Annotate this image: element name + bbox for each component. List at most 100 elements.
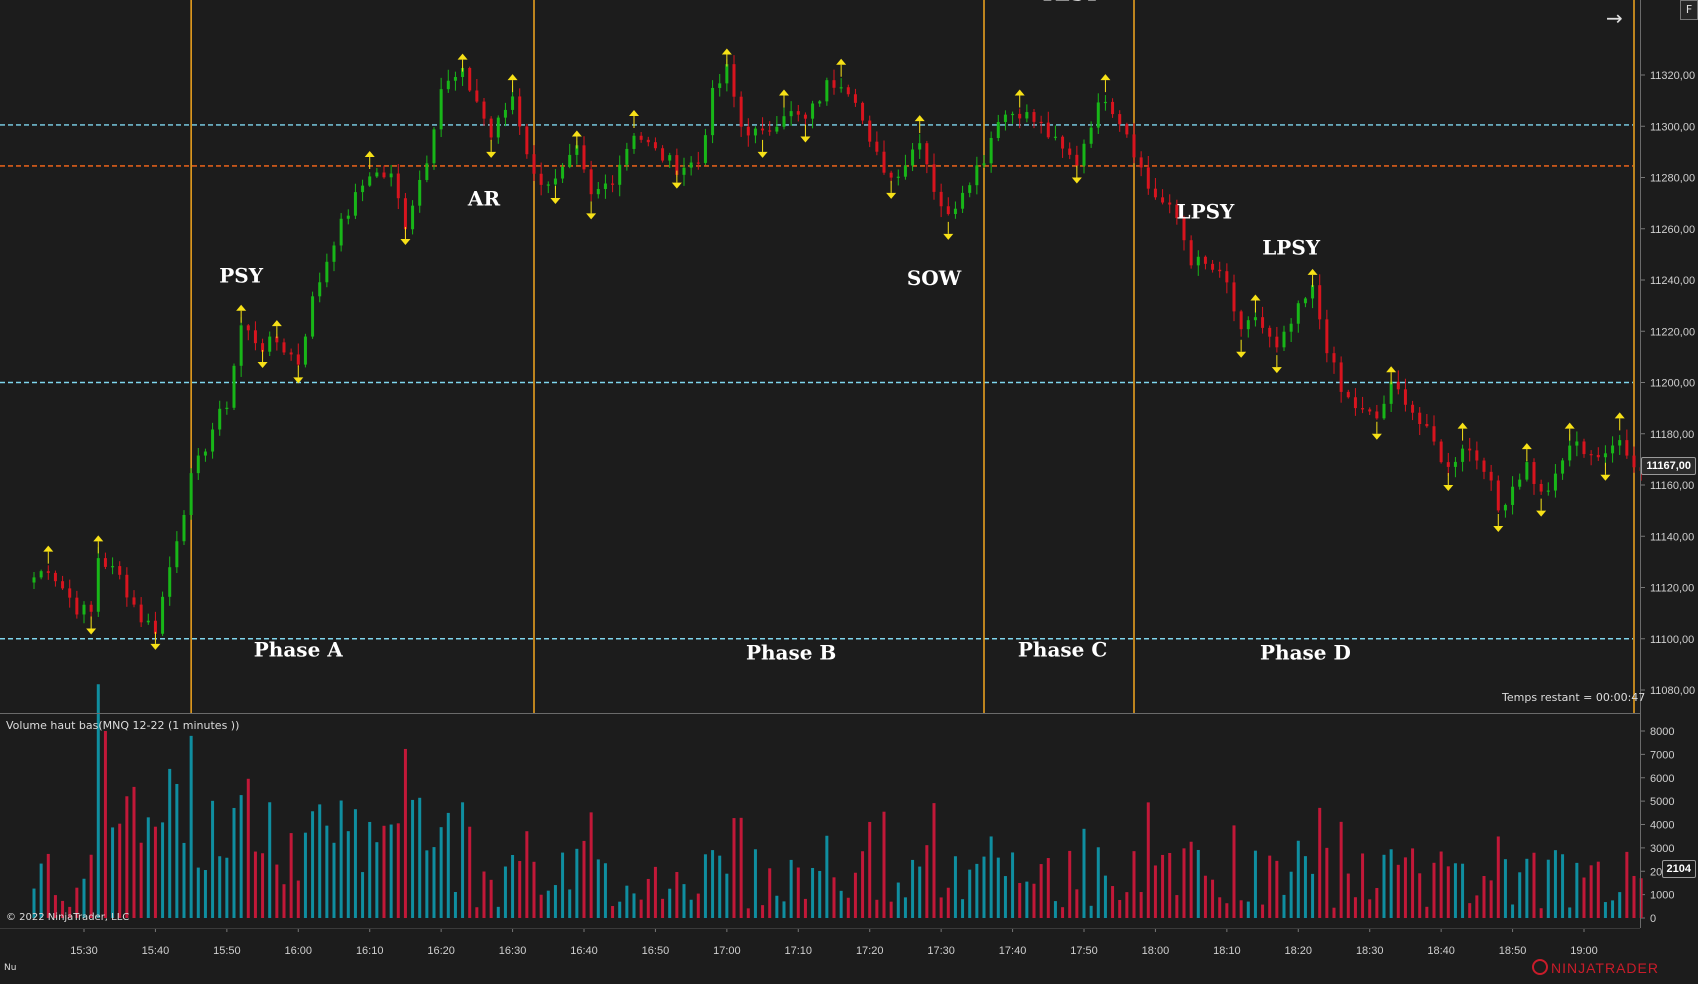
volume-bar: [803, 898, 807, 918]
candle-body: [582, 145, 586, 170]
volume-bar: [1425, 906, 1429, 918]
swing-high-marker: [721, 48, 732, 55]
volume-bar: [1482, 876, 1486, 918]
volume-bar: [1561, 854, 1565, 918]
candle-body: [1146, 167, 1150, 189]
candle-body: [1225, 271, 1229, 283]
volume-bar: [32, 888, 36, 918]
candle-body: [332, 245, 336, 262]
volume-bar: [1246, 901, 1250, 918]
time-axis-label: 17:20: [856, 945, 884, 957]
panel-divider[interactable]: [0, 713, 1640, 714]
candle-body: [403, 198, 407, 230]
volume-bar: [868, 821, 872, 918]
collapse-panel-icon[interactable]: F: [1680, 0, 1698, 20]
time-axis-label: 18:10: [1213, 945, 1241, 957]
candle-body: [553, 178, 557, 185]
wyckoff-label: TEST: [1040, 0, 1100, 6]
phase-label: Phase C: [1018, 638, 1107, 662]
volume-bar: [1503, 859, 1507, 918]
volume-bar: [175, 783, 179, 918]
candle-body: [311, 296, 315, 337]
candle-body: [1296, 303, 1300, 324]
ninjatrader-logo-icon: [1532, 959, 1548, 975]
volume-bar: [132, 786, 136, 918]
candle-body: [1332, 353, 1336, 363]
candle-body: [53, 572, 57, 582]
candle-body: [1039, 121, 1043, 124]
candle-body: [461, 68, 465, 78]
candle-body: [146, 620, 150, 623]
volume-bar: [961, 899, 965, 918]
time-axis-label: 18:20: [1285, 945, 1313, 957]
volume-bar: [46, 853, 50, 918]
candle-body: [132, 597, 136, 605]
candle-body: [353, 192, 357, 216]
candle-body: [718, 83, 722, 88]
volume-bar: [1475, 895, 1479, 918]
volume-bar: [782, 901, 786, 918]
scroll-to-latest-icon[interactable]: →: [1606, 6, 1623, 30]
volume-bar: [889, 901, 893, 918]
volume-bar: [1568, 907, 1572, 918]
price-axis-label: 11100,00: [1650, 634, 1694, 646]
candle-body: [796, 111, 800, 115]
time-axis-label: 18:50: [1499, 945, 1527, 957]
candle-body: [1575, 441, 1579, 446]
candle-body: [1361, 408, 1365, 410]
volume-bar: [389, 824, 393, 918]
volume-bar: [346, 831, 350, 918]
volume-bar: [232, 807, 236, 918]
volume-bar: [403, 748, 407, 918]
candle-body: [868, 120, 872, 142]
volume-bar: [311, 811, 315, 918]
candle-body: [1496, 480, 1500, 511]
bottom-left-label: Nu: [4, 963, 17, 973]
volume-bar: [96, 684, 100, 918]
time-axis-label: 18:30: [1356, 945, 1384, 957]
candle-body: [318, 282, 322, 297]
candle-body: [1368, 409, 1372, 412]
time-axis-label: 16:10: [356, 945, 384, 957]
price-axis-label: 11320,00: [1650, 70, 1695, 82]
volume-bar: [1446, 866, 1450, 918]
volume-bar: [675, 872, 679, 918]
swing-low-marker: [1071, 177, 1082, 184]
swing-high-marker: [93, 535, 104, 542]
candle-body: [561, 166, 565, 179]
volume-bar: [218, 856, 222, 918]
candle-body: [768, 130, 772, 132]
candle-body: [503, 109, 507, 118]
volume-bar: [1268, 855, 1272, 918]
swing-low-marker: [1236, 351, 1247, 358]
volume-bar: [1153, 865, 1157, 918]
volume-bar: [903, 897, 907, 918]
swing-high-marker: [507, 74, 518, 81]
candle-body: [782, 116, 786, 127]
candle-body: [32, 577, 36, 583]
volume-bar: [875, 899, 879, 918]
volume-bar: [1032, 883, 1036, 918]
candle-body: [1625, 440, 1629, 456]
candle-body: [1203, 256, 1207, 264]
candle-body: [282, 342, 286, 353]
swing-high-marker: [364, 151, 375, 157]
swing-low-marker: [671, 182, 682, 189]
volume-bar: [89, 854, 93, 918]
volume-bar: [746, 908, 750, 918]
candle-body: [946, 206, 950, 215]
candle-body: [1246, 320, 1250, 330]
volume-bar: [1311, 873, 1315, 918]
volume-bar: [211, 800, 215, 918]
candle-body: [1532, 462, 1536, 484]
swing-high-marker: [43, 545, 54, 552]
candle-body: [832, 80, 836, 88]
candle-body: [1475, 450, 1479, 461]
volume-bar: [753, 849, 757, 918]
candle-body: [1553, 473, 1557, 491]
volume-bar: [739, 817, 743, 918]
volume-bar: [939, 897, 943, 918]
candle-body: [46, 571, 50, 573]
